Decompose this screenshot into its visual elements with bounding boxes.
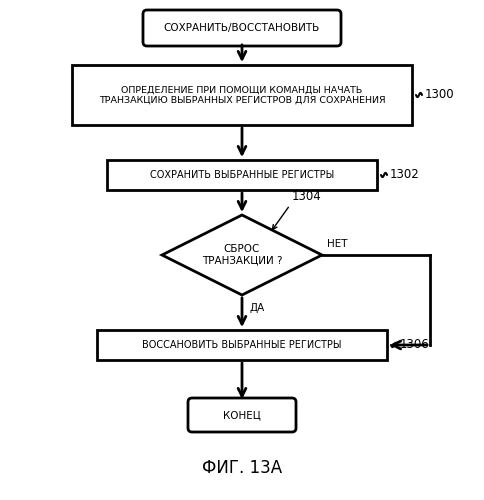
Text: КОНЕЦ: КОНЕЦ	[223, 410, 261, 420]
FancyBboxPatch shape	[188, 398, 296, 432]
Text: 1300: 1300	[425, 88, 454, 102]
Bar	[107, 160, 377, 190]
Text: 1302: 1302	[390, 168, 420, 181]
Text: НЕТ: НЕТ	[327, 239, 348, 249]
Text: ФИГ. 13А: ФИГ. 13А	[202, 459, 282, 477]
Text: 1306: 1306	[400, 338, 430, 351]
Text: 1304: 1304	[292, 190, 322, 203]
Text: ДА: ДА	[250, 303, 265, 313]
Polygon shape	[162, 215, 322, 295]
Text: ОПРЕДЕЛЕНИЕ ПРИ ПОМОЩИ КОМАНДЫ НАЧАТЬ
ТРАНЗАКЦИЮ ВЫБРАННЫХ РЕГИСТРОВ ДЛЯ СОХРАНЕ: ОПРЕДЕЛЕНИЕ ПРИ ПОМОЩИ КОМАНДЫ НАЧАТЬ ТР…	[99, 86, 385, 104]
Text: СОХРАНИТЬ ВЫБРАННЫЕ РЕГИСТРЫ: СОХРАНИТЬ ВЫБРАННЫЕ РЕГИСТРЫ	[150, 170, 334, 180]
Text: СБРОС
ТРАНЗАКЦИИ ?: СБРОС ТРАНЗАКЦИИ ?	[202, 244, 282, 266]
Text: ВОССАНОВИТЬ ВЫБРАННЫЕ РЕГИСТРЫ: ВОССАНОВИТЬ ВЫБРАННЫЕ РЕГИСТРЫ	[142, 340, 342, 350]
FancyBboxPatch shape	[143, 10, 341, 46]
Bar	[97, 330, 387, 360]
Text: СОХРАНИТЬ/ВОССТАНОВИТЬ: СОХРАНИТЬ/ВОССТАНОВИТЬ	[164, 23, 320, 33]
Bar	[72, 65, 412, 125]
